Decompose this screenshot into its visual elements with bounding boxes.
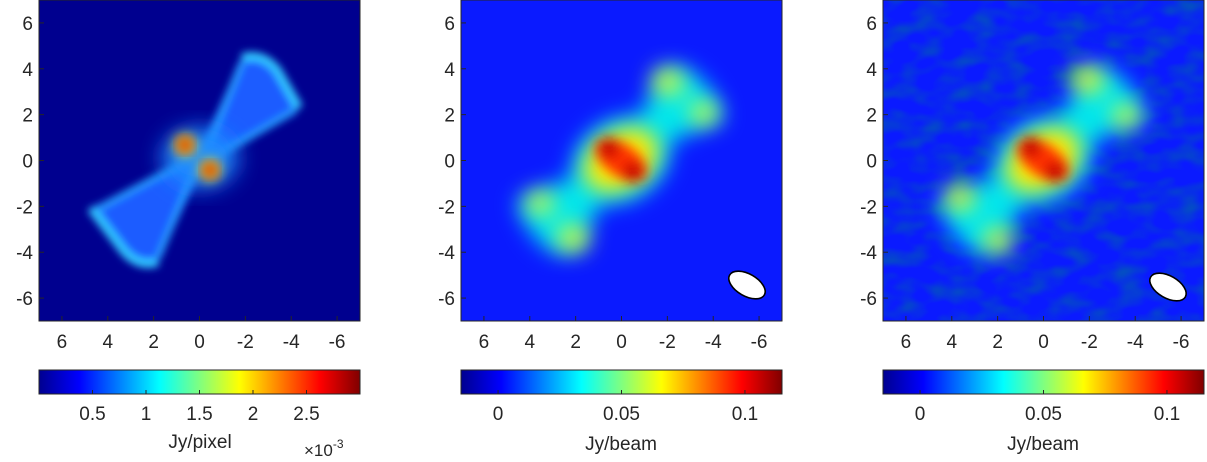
panel-2-image (516, 67, 724, 254)
x-tick-label: -2 (237, 332, 254, 353)
y-tick-label: 2 (22, 106, 33, 127)
colorbar-tick-label: 0.05 (1025, 404, 1062, 425)
x-tick-label: -6 (329, 332, 346, 353)
colorbar-1-label: Jy/pixel (168, 432, 231, 453)
x-tick-label: 6 (57, 332, 68, 353)
x-tick-label: 2 (992, 332, 1003, 353)
y-tick-label: 4 (444, 60, 455, 81)
y-tick-label: -6 (860, 289, 877, 310)
colorbar-tick-label: 0.5 (79, 404, 105, 425)
x-tick-label: -6 (1173, 332, 1190, 353)
colorbar-2-label: Jy/beam (585, 434, 657, 455)
colorbar-tick-label: 0 (915, 404, 926, 425)
y-tick-label: -2 (860, 197, 877, 218)
beam-ellipse (1149, 272, 1187, 302)
colorbar-tick-label: 1 (141, 404, 152, 425)
colorbar-tick-label: 2 (248, 404, 259, 425)
x-tick-label: 4 (102, 332, 113, 353)
y-tick-label: 6 (866, 14, 877, 35)
x-tick-label: 0 (1038, 332, 1049, 353)
colorbar-1-multiplier-exponent: -3 (333, 437, 344, 451)
y-tick-label: -6 (438, 289, 455, 310)
x-tick-label: 2 (570, 332, 581, 353)
colorbar-tick-label: 2.5 (293, 404, 319, 425)
x-tick-label: 0 (194, 332, 205, 353)
colorbar-1-multiplier-base: ×10 (304, 441, 333, 460)
x-tick-label: -6 (751, 332, 768, 353)
x-tick-label: -2 (1081, 332, 1098, 353)
x-tick-label: 4 (946, 332, 957, 353)
y-tick-label: 4 (866, 60, 877, 81)
y-tick-label: 6 (22, 14, 33, 35)
y-tick-label: 2 (866, 106, 877, 127)
colorbar-1-multiplier: ×10-3 (304, 437, 344, 460)
x-tick-label: -4 (283, 332, 300, 353)
panel-3-image (883, 0, 1204, 321)
y-tick-label: -4 (16, 243, 33, 264)
y-tick-label: 0 (444, 152, 455, 173)
colorbar-tick-label: 0.1 (732, 404, 758, 425)
colorbar-tick-label: 0.05 (603, 404, 640, 425)
y-tick-label: 0 (22, 152, 33, 173)
x-tick-label: 4 (524, 332, 535, 353)
colorbar-tick-label: 0 (493, 404, 504, 425)
colorbar-tick-label: 0.1 (1154, 404, 1180, 425)
y-tick-label: -2 (438, 197, 455, 218)
y-tick-label: -4 (438, 243, 455, 264)
y-tick-label: 2 (444, 106, 455, 127)
y-tick-label: 6 (444, 14, 455, 35)
panel-2 (460, 0, 783, 322)
x-tick-label: 6 (479, 332, 490, 353)
x-tick-label: -4 (705, 332, 722, 353)
y-tick-label: 4 (22, 60, 33, 81)
y-tick-label: -2 (16, 197, 33, 218)
panel-1-image (87, 52, 303, 268)
x-tick-label: 6 (901, 332, 912, 353)
colorbar-tick-label: 1.5 (186, 404, 212, 425)
colorbar-3-label: Jy/beam (1007, 434, 1079, 455)
y-tick-label: -6 (16, 289, 33, 310)
ticks-layer: 6 4 2 0 -2 -4 -6 6 4 2 0 -2 -4 -6 0.5 1 1.5 2 2.5 6 4 2 0 -2 -4 -… (16, 14, 1189, 425)
panel-1 (38, 0, 361, 322)
beam-ellipse (728, 270, 766, 300)
x-tick-label: 0 (616, 332, 627, 353)
x-tick-label: 2 (148, 332, 159, 353)
y-tick-label: 0 (866, 152, 877, 173)
y-tick-label: -4 (860, 243, 877, 264)
panel-3 (882, 0, 1205, 322)
x-tick-label: -4 (1127, 332, 1144, 353)
x-tick-label: -2 (659, 332, 676, 353)
